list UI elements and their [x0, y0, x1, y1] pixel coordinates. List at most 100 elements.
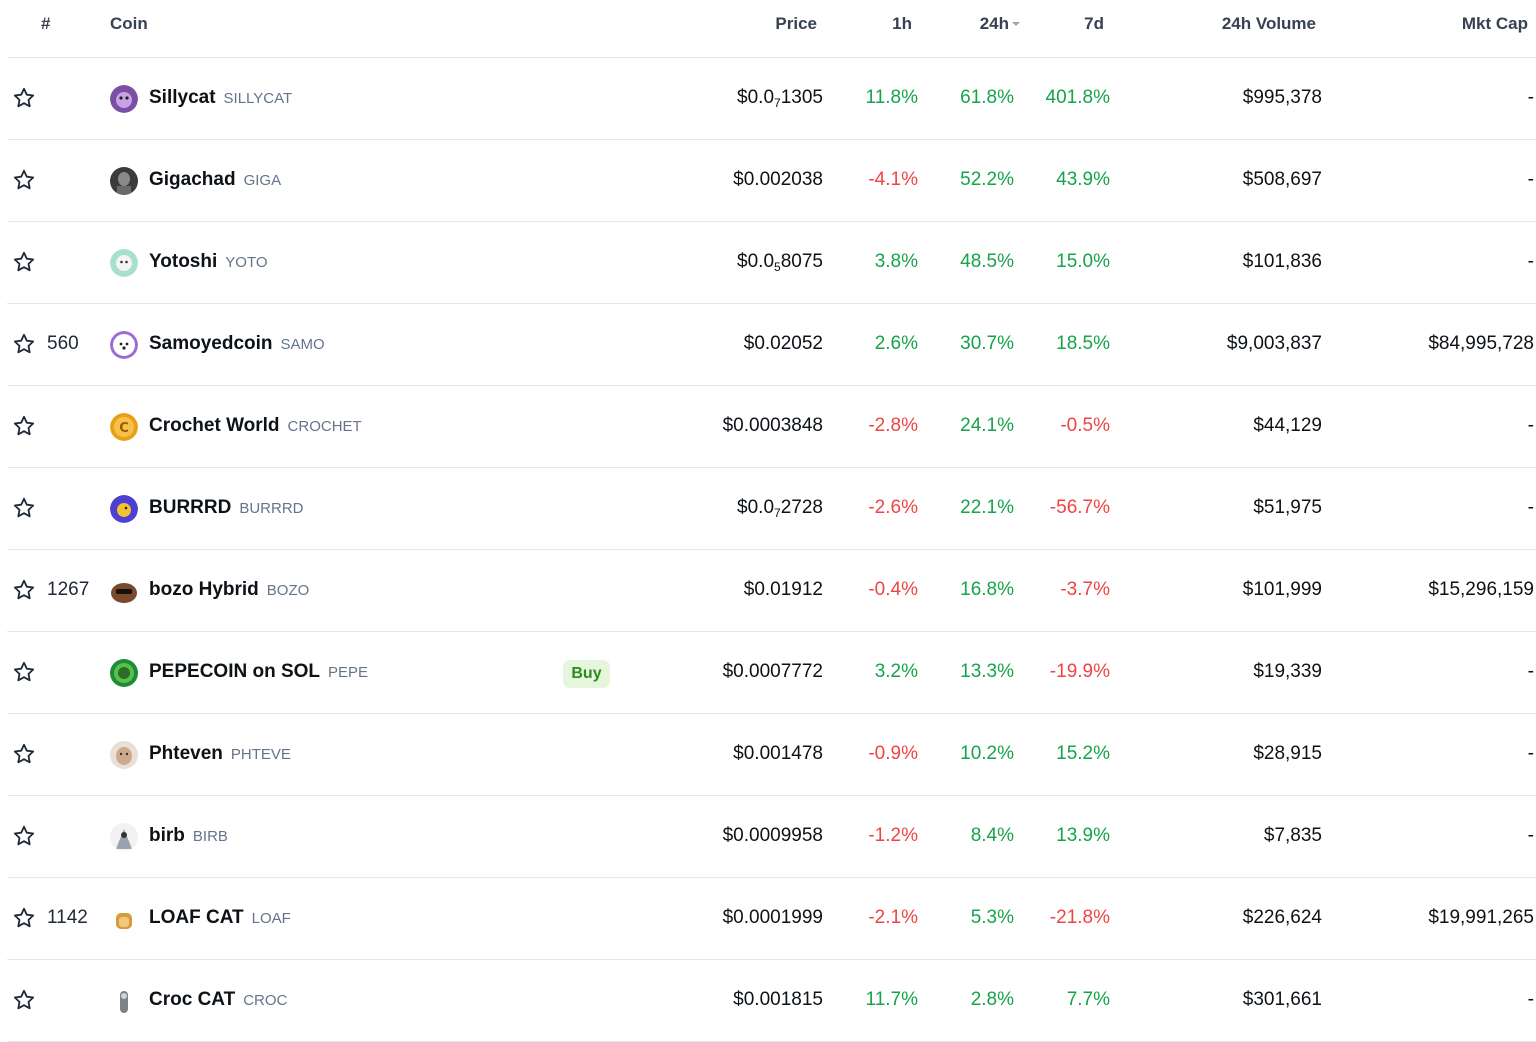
bozo-hybrid-logo — [110, 577, 138, 605]
coin-name: BURRRD — [149, 497, 232, 518]
change-24h: 48.5% — [960, 251, 1014, 272]
coin-link[interactable]: Yotoshi YOTO — [149, 251, 268, 274]
table-row[interactable]: Gigachad GIGA $0.002038 -4.1% 52.2% 43.9% $508… — [7, 140, 1536, 222]
buy-button[interactable]: Buy — [563, 660, 610, 688]
header-volume[interactable]: 24h Volume — [1221, 14, 1316, 33]
coin-link[interactable]: LOAF CAT LOAF — [149, 907, 291, 930]
price-main: $0.0003848 — [722, 415, 823, 436]
change-1h: -0.4% — [868, 579, 918, 600]
price-main: $0.02052 — [743, 333, 823, 354]
change-24h: 13.3% — [960, 661, 1014, 682]
table-row[interactable]: 560 Samoyedcoin SAMO $0.02052 2.6% 30.7% 18.5%… — [7, 304, 1536, 386]
star-icon[interactable] — [12, 414, 36, 438]
coin-rank: 560 — [47, 333, 79, 354]
coin-link[interactable]: Crochet World CROCHET — [149, 415, 362, 438]
star-icon[interactable] — [12, 332, 36, 356]
birb-logo — [110, 823, 138, 851]
change-7d: 18.5% — [1056, 333, 1110, 354]
header-price[interactable]: Price — [775, 14, 817, 33]
sort-caret-icon — [1012, 22, 1020, 26]
star-icon[interactable] — [12, 86, 36, 110]
phteven-logo — [110, 741, 138, 769]
header-coin[interactable]: Coin — [110, 14, 148, 33]
volume-24h: $19,339 — [1253, 661, 1322, 682]
price-main: $0.002038 — [733, 169, 823, 190]
volume-24h: $7,835 — [1263, 825, 1322, 846]
volume-24h: $508,697 — [1242, 169, 1322, 190]
star-icon[interactable] — [12, 988, 36, 1012]
volume-24h: $226,624 — [1242, 907, 1322, 928]
coin-price: $0.001478 — [733, 743, 823, 765]
change-24h: 10.2% — [960, 743, 1014, 764]
star-icon[interactable] — [12, 824, 36, 848]
star-icon[interactable] — [12, 496, 36, 520]
coin-name: Phteven — [149, 743, 223, 764]
table-row[interactable]: C Crochet World CROCHET $0.0003848 -2.8% 24.1… — [7, 386, 1536, 468]
price-main: $0.0007772 — [722, 661, 823, 682]
star-icon[interactable] — [12, 578, 36, 602]
market-cap: - — [1527, 497, 1534, 518]
coin-symbol: YOTO — [225, 254, 268, 271]
price-main: $0.0 — [737, 251, 775, 272]
table-row[interactable]: PEPECOIN on SOL PEPE Buy $0.0007772 3.2% 13.3… — [7, 632, 1536, 714]
change-7d: 15.2% — [1056, 743, 1110, 764]
header-rank[interactable]: # — [41, 14, 51, 33]
table-row[interactable]: Sillycat SILLYCAT $0.071305 11.8% 61.8% 401.8… — [7, 58, 1536, 140]
coin-link[interactable]: Phteven PHTEVE — [149, 743, 291, 766]
coin-link[interactable]: birb BIRB — [149, 825, 228, 848]
header-24h[interactable]: 24h — [980, 14, 1020, 34]
star-icon[interactable] — [12, 906, 36, 930]
star-icon[interactable] — [12, 660, 36, 684]
table-row[interactable]: 1267 bozo Hybrid BOZO $0.01912 -0.4% 16.8% -3.… — [7, 550, 1536, 632]
change-1h: 3.2% — [874, 661, 918, 682]
coin-symbol: LOAF — [251, 910, 291, 927]
table-header: # Coin Price 1h 24h 7d 24h Volume Mkt Ca… — [7, 0, 1536, 58]
coin-symbol: CROC — [243, 992, 288, 1009]
svg-text:C: C — [119, 421, 129, 436]
coin-link[interactable]: Croc CAT CROC — [149, 989, 287, 1012]
header-7d[interactable]: 7d — [1084, 14, 1104, 33]
header-mcap[interactable]: Mkt Cap — [1461, 14, 1528, 33]
table-row[interactable]: 1142 LOAF CAT LOAF $0.0001999 -2.1% 5.3% -21.8… — [7, 878, 1536, 960]
coin-link[interactable]: Samoyedcoin SAMO — [149, 333, 325, 356]
header-24h-label: 24h — [979, 14, 1009, 33]
coin-price: $0.0007772 — [723, 661, 823, 683]
volume-24h: $301,661 — [1242, 989, 1322, 1010]
star-icon[interactable] — [12, 168, 36, 192]
change-7d: -19.9% — [1049, 661, 1110, 682]
coin-price: $0.0009958 — [723, 825, 823, 847]
coin-symbol: GIGA — [243, 172, 282, 189]
market-cap: - — [1527, 415, 1534, 436]
coin-link[interactable]: BURRRD BURRRD — [149, 497, 304, 520]
coin-name: birb — [149, 825, 185, 846]
coin-link[interactable]: bozo Hybrid BOZO — [149, 579, 309, 602]
coin-symbol: BIRB — [192, 828, 228, 845]
price-main: $0.001478 — [733, 743, 823, 764]
market-cap: - — [1527, 743, 1534, 764]
star-icon[interactable] — [12, 250, 36, 274]
market-cap: $19,991,265 — [1428, 907, 1534, 928]
volume-24h: $101,836 — [1242, 251, 1322, 272]
price-main: $0.01912 — [743, 579, 823, 600]
table-row[interactable]: BURRRD BURRRD $0.072728 -2.6% 22.1% -56.7% $51… — [7, 468, 1536, 550]
coin-price: $0.0003848 — [723, 415, 823, 437]
change-24h: 16.8% — [960, 579, 1014, 600]
samoyedcoin-logo — [110, 331, 138, 359]
table-row[interactable]: birb BIRB $0.0009958 -1.2% 8.4% 13.9% $7,835 - — [7, 796, 1536, 878]
price-zero-count: 5 — [774, 260, 781, 274]
price-main: $0.0009958 — [722, 825, 823, 846]
change-1h: 3.8% — [874, 251, 918, 272]
table-row[interactable]: Phteven PHTEVE $0.001478 -0.9% 10.2% 15.2% $28… — [7, 714, 1536, 796]
volume-24h: $9,003,837 — [1226, 333, 1322, 354]
star-icon[interactable] — [12, 742, 36, 766]
coin-link[interactable]: Gigachad GIGA — [149, 169, 281, 192]
coin-link[interactable]: PEPECOIN on SOL PEPE — [149, 661, 368, 684]
coin-link[interactable]: Sillycat SILLYCAT — [149, 87, 292, 110]
change-1h: -2.1% — [868, 907, 918, 928]
volume-24h: $28,915 — [1253, 743, 1322, 764]
table-row[interactable]: Croc CAT CROC $0.001815 11.7% 2.8% 7.7% $301,6… — [7, 960, 1536, 1042]
table-row[interactable]: Yotoshi YOTO $0.058075 3.8% 48.5% 15.0% $101,8… — [7, 222, 1536, 304]
header-1h[interactable]: 1h — [892, 14, 912, 33]
coin-name: bozo Hybrid — [149, 579, 259, 600]
change-1h: -2.6% — [868, 497, 918, 518]
